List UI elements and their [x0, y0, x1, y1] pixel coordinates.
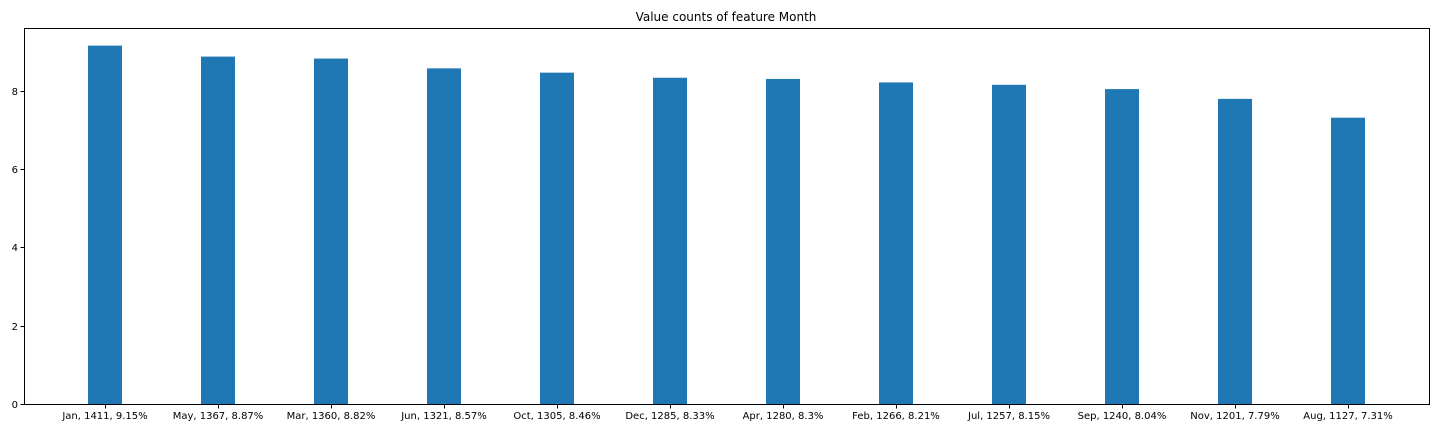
- y-tick-label: 0: [12, 400, 18, 411]
- x-tick-label: Nov, 1201, 7.79%: [1190, 411, 1279, 422]
- x-tick-label: Jun, 1321, 8.57%: [400, 411, 487, 422]
- y-tick-label: 6: [12, 165, 18, 176]
- x-tick-label: Apr, 1280, 8.3%: [743, 411, 824, 422]
- x-tick-label: Sep, 1240, 8.04%: [1078, 411, 1167, 422]
- bar: [992, 84, 1026, 404]
- y-tick-label: 4: [12, 243, 18, 254]
- x-tick-label: May, 1367, 8.87%: [173, 411, 264, 422]
- bar: [653, 77, 687, 405]
- x-tick-label: Dec, 1285, 8.33%: [625, 411, 714, 422]
- bar: [879, 82, 913, 404]
- y-tick-label: 2: [12, 322, 18, 333]
- chart-title: Value counts of feature Month: [636, 10, 817, 24]
- bar: [1218, 98, 1252, 404]
- bar: [1105, 89, 1139, 404]
- y-tick-label: 8: [12, 87, 18, 98]
- bar: [314, 58, 348, 405]
- plot-area: 0 2 4 6 8 Jan, 1411, 9.15% May, 1367, 8.87% Mar…: [12, 28, 1430, 422]
- bar: [427, 68, 461, 404]
- x-tick-label: Jul, 1257, 8.15%: [967, 411, 1050, 422]
- bar: [201, 56, 235, 405]
- axes-frame: [24, 28, 1430, 405]
- bar: [88, 45, 122, 405]
- bar: [540, 72, 574, 405]
- x-tick-label: Aug, 1127, 7.31%: [1303, 411, 1392, 422]
- x-tick-label: Oct, 1305, 8.46%: [513, 411, 600, 422]
- x-tick-label: Mar, 1360, 8.82%: [287, 411, 376, 422]
- bar: [766, 78, 800, 405]
- bar: [1331, 117, 1365, 404]
- x-tick-label: Jan, 1411, 9.15%: [61, 411, 147, 422]
- x-tick-label: Feb, 1266, 8.21%: [852, 411, 940, 422]
